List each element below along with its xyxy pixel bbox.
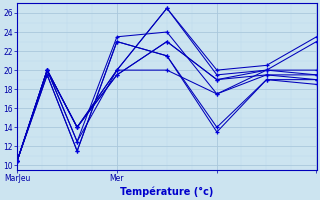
X-axis label: Température (°c): Température (°c) — [120, 186, 213, 197]
